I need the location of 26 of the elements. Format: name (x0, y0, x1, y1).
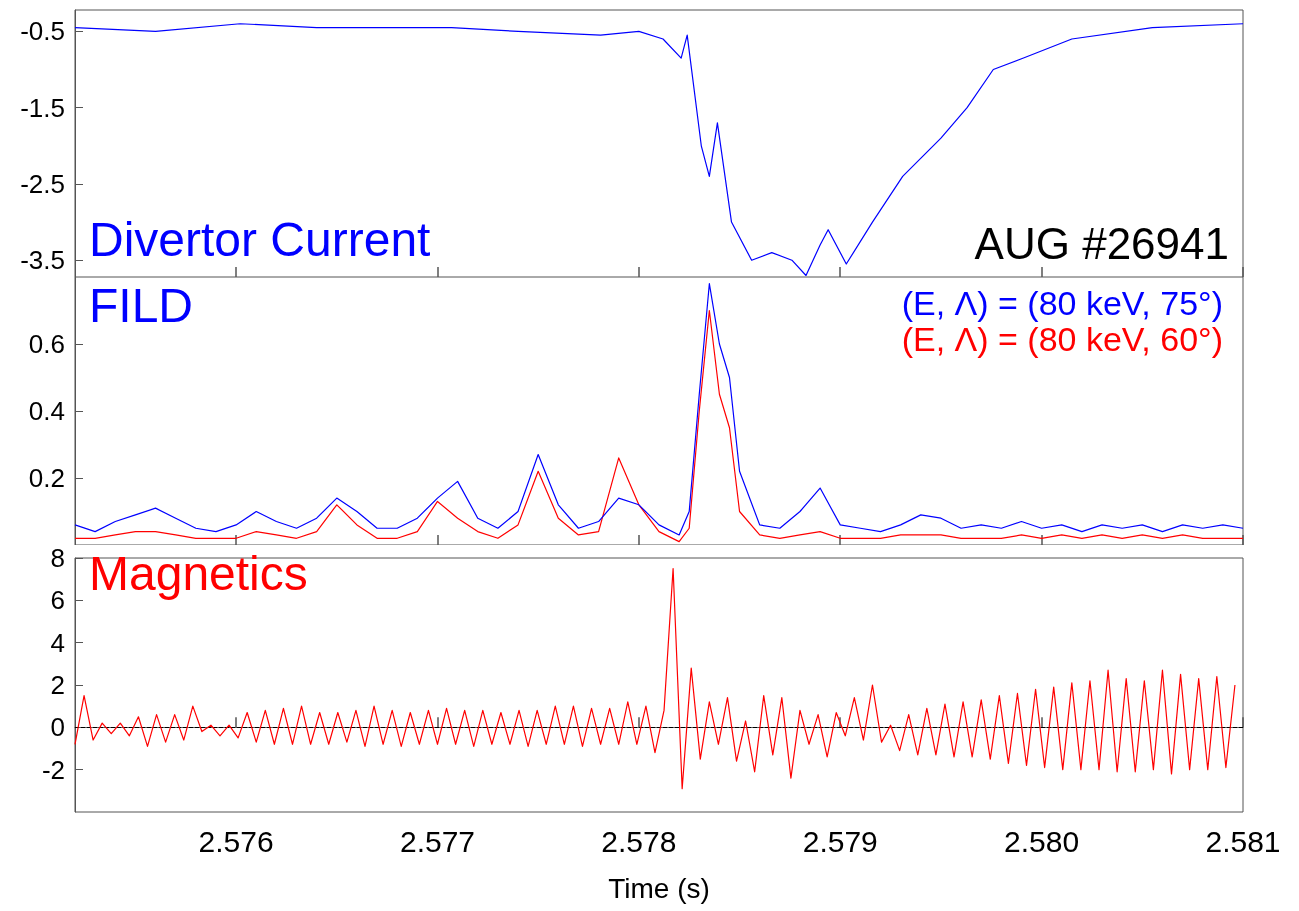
y-tick-label: -2 (41, 754, 65, 785)
y-tick-label: -3.5 (20, 245, 65, 276)
annotation: AUG #26941 (974, 218, 1230, 268)
text: Divertor Current (89, 212, 431, 266)
x-tick-label: 2.577 (399, 824, 476, 858)
y-tick-label: 6 (50, 585, 65, 616)
x-axis-title: Time (s) (608, 872, 710, 904)
chart-title: FILD (89, 278, 194, 332)
y-tick-label: 0.6 (28, 329, 65, 359)
y-tick-label: 0 (50, 712, 65, 743)
y-tick-label: -1.5 (20, 92, 65, 123)
chart-title: Magnetics (89, 546, 308, 600)
text: (E, Λ) = (80 keV, 75°) (901, 284, 1223, 322)
x-tick-label: 2.581 (1205, 824, 1281, 858)
y-tick-label: -0.5 (20, 16, 65, 47)
y-tick-label: 2 (50, 670, 65, 700)
y-tick-label: 8 (50, 543, 65, 573)
y-tick-label: 4 (50, 627, 65, 658)
y-tick-label: 0.4 (28, 396, 65, 426)
x-tick-label: 2.580 (1004, 824, 1080, 858)
line-series (74, 23, 1244, 277)
x-tick-label: 2.576 (198, 824, 274, 858)
y-tick-label: 0.2 (28, 463, 65, 493)
x-tick-label: 2.579 (802, 824, 878, 858)
y-tick-label: -2.5 (20, 168, 65, 199)
x-tick-label: 2.578 (601, 824, 677, 858)
